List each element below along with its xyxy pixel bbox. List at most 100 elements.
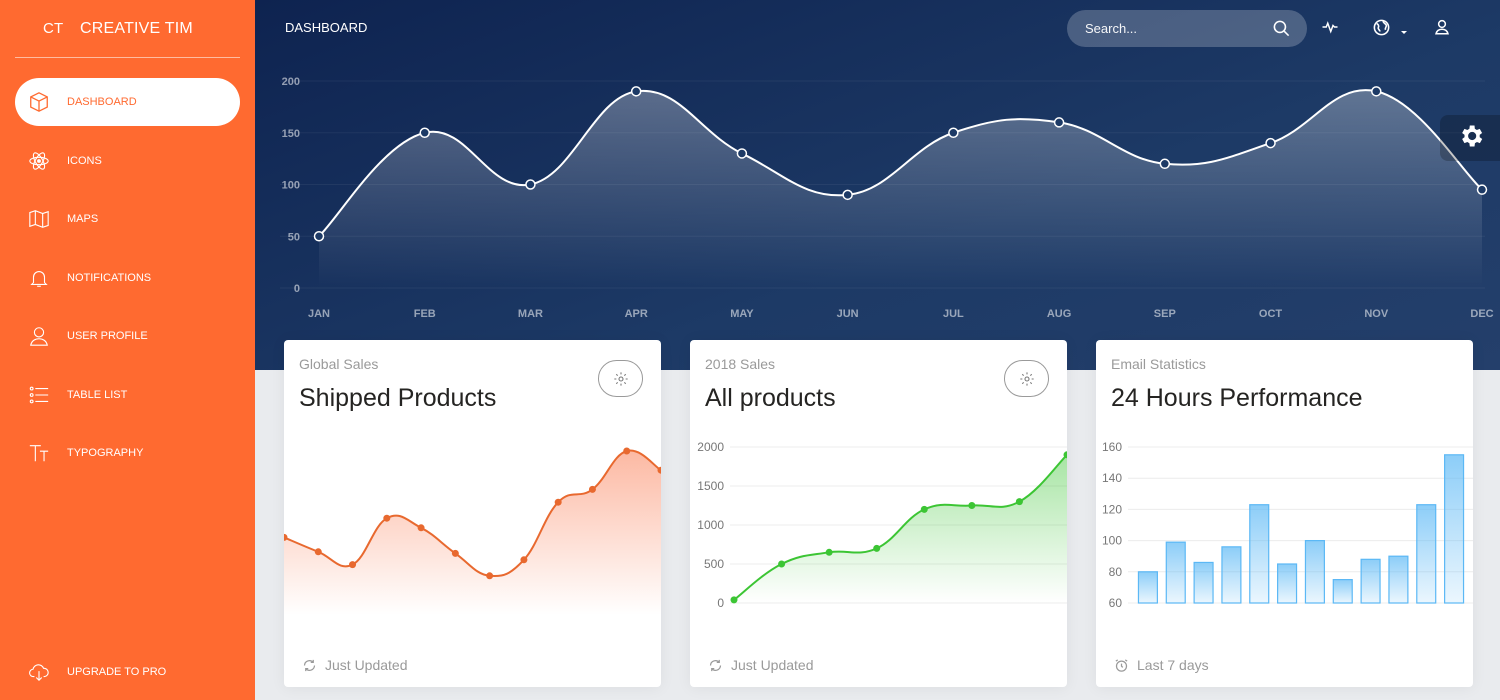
data-point (313, 231, 325, 242)
chevron-down-icon[interactable] (1401, 22, 1407, 40)
main-panel: DASHBOARD 0 50 100 150 200 JAN FEB MAR APR MAY JUN… (255, 0, 1500, 700)
bar (1165, 541, 1186, 604)
data-point (419, 127, 430, 138)
sidebar-item-typography[interactable]: TYPOGRAPHY (15, 429, 240, 477)
data-point (873, 544, 881, 552)
gear-icon (1457, 122, 1485, 155)
data-point (825, 548, 833, 556)
sidebar-item-upgrade[interactable]: UPGRADE TO PRO (15, 648, 240, 696)
card-title: All products (705, 384, 836, 412)
card-title: Shipped Products (299, 384, 497, 412)
y-tick-label: 160 (1102, 440, 1122, 454)
globe-icon[interactable] (1372, 18, 1391, 42)
y-tick-label: 0 (294, 283, 300, 295)
card-settings-button[interactable] (1004, 360, 1049, 397)
card-shipped-products: Global Sales Shipped Products Just Updat… (284, 340, 661, 687)
box-icon (27, 90, 51, 114)
bar (1137, 571, 1158, 604)
card-footer: Last 7 days (1114, 657, 1209, 673)
footer-text: Just Updated (731, 657, 814, 673)
sidebar-item-label: DASHBOARD (67, 96, 137, 108)
cloud-download-icon (27, 660, 51, 684)
card-title: 24 Hours Performance (1111, 384, 1363, 412)
data-point (349, 561, 357, 569)
all-products-chart: 0 500 1000 1500 2000 (697, 440, 1067, 610)
x-tick-label: FEB (414, 308, 436, 320)
data-point (486, 572, 494, 580)
x-tick-label: MAR (518, 308, 543, 320)
card-category: Email Statistics (1111, 356, 1206, 372)
series-line (318, 89, 1483, 237)
data-point (657, 466, 661, 474)
card-all-products: 2018 Sales All products 0 500 1000 1500 2000… (690, 340, 1067, 687)
sidebar-item-label: ICONS (67, 154, 102, 167)
alarm-clock-icon (1115, 658, 1128, 672)
x-tick-label: JUN (837, 308, 859, 320)
data-point (778, 560, 786, 568)
bar (1277, 563, 1298, 604)
footer-text: Just Updated (325, 657, 408, 673)
gear-icon (1019, 371, 1034, 386)
data-point (520, 556, 528, 564)
area-fill (319, 90, 1482, 288)
brand[interactable]: CT CREATIVE TIM (15, 0, 240, 58)
data-point (554, 498, 562, 506)
search-box (1067, 10, 1307, 47)
sidebar-item-label: TABLE LIST (67, 388, 128, 401)
x-tick-label: MAY (730, 308, 754, 320)
user-icon[interactable] (1433, 18, 1451, 41)
data-point (736, 148, 748, 159)
bar (1221, 546, 1242, 604)
y-tick-label: 0 (717, 596, 724, 610)
search-input[interactable] (1085, 21, 1265, 36)
brand-name: CREATIVE TIM (80, 19, 193, 37)
atom-icon (27, 149, 51, 173)
data-point (920, 505, 928, 513)
sidebar-item-user-profile[interactable]: USER PROFILE (15, 312, 240, 360)
sidebar-item-label: NOTIFICATIONS (67, 271, 152, 284)
y-tick-label: 1000 (697, 518, 724, 532)
sidebar-item-icons[interactable]: ICONS (15, 137, 240, 185)
y-tick-label: 500 (704, 557, 724, 571)
upgrade-label: UPGRADE TO PRO (67, 665, 167, 678)
card-settings-button[interactable] (598, 360, 643, 397)
y-tick-label: 50 (288, 231, 300, 243)
user-icon (27, 324, 51, 348)
refresh-icon (303, 659, 316, 671)
sidebar-nav: DASHBOARD ICONS MAPS NOTIFICATIONS USER … (0, 58, 255, 477)
settings-tab[interactable] (1440, 115, 1500, 161)
sidebar-item-label: MAPS (67, 213, 99, 225)
footer-text: Last 7 days (1137, 657, 1209, 673)
data-point (948, 127, 959, 138)
data-point (1371, 86, 1382, 97)
data-point (525, 179, 536, 190)
bar (1249, 504, 1270, 604)
data-point (842, 189, 853, 201)
sidebar-item-dashboard[interactable]: DASHBOARD (15, 78, 240, 126)
data-point (968, 502, 976, 509)
data-point (1053, 117, 1065, 128)
card-category: Global Sales (299, 356, 379, 372)
card-footer: Just Updated (302, 657, 408, 673)
data-point (730, 596, 738, 604)
area-fill (284, 450, 661, 615)
sidebar-item-maps[interactable]: MAPS (15, 195, 240, 243)
x-tick-label: AUG (1047, 308, 1071, 320)
activity-icon[interactable] (1321, 18, 1339, 41)
bar (1304, 539, 1325, 604)
topbar: DASHBOARD (255, 0, 1500, 56)
text-icon (27, 441, 51, 465)
bell-icon (27, 266, 51, 290)
x-tick-label: OCT (1259, 308, 1283, 320)
y-tick-label: 100 (282, 180, 300, 192)
data-point (630, 86, 642, 97)
sidebar-item-table-list[interactable]: TABLE LIST (15, 371, 240, 419)
search-icon[interactable] (1272, 19, 1291, 43)
data-point (451, 549, 459, 557)
bar (1360, 558, 1381, 604)
data-point (1159, 158, 1171, 170)
sidebar-item-notifications[interactable]: NOTIFICATIONS (15, 254, 240, 302)
data-point (383, 514, 391, 522)
header-panel: DASHBOARD 0 50 100 150 200 JAN FEB MAR APR MAY JUN… (255, 0, 1500, 370)
bar (1388, 555, 1409, 604)
